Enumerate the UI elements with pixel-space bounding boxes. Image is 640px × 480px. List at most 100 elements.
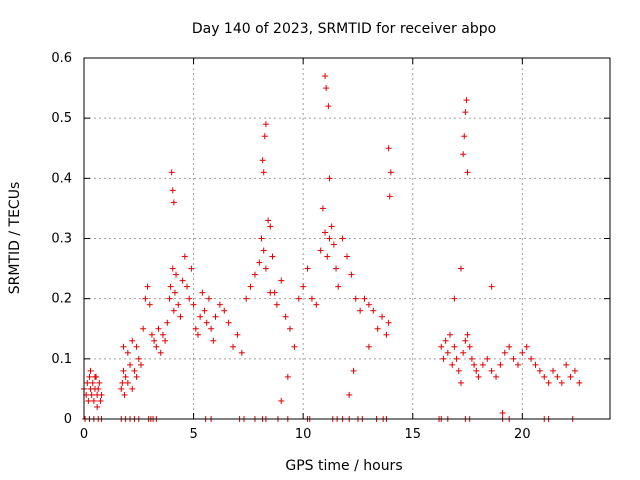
data-point bbox=[267, 223, 274, 230]
data-point bbox=[322, 73, 329, 80]
data-point bbox=[238, 349, 245, 356]
data-point bbox=[140, 325, 147, 332]
data-point bbox=[262, 121, 269, 128]
data-point bbox=[84, 379, 91, 386]
data-point bbox=[300, 283, 307, 290]
y-tick-label: 0.1 bbox=[51, 352, 72, 367]
data-point bbox=[94, 403, 101, 410]
data-point bbox=[162, 337, 169, 344]
data-point bbox=[278, 277, 285, 284]
data-point bbox=[451, 295, 458, 302]
data-point bbox=[146, 301, 153, 308]
data-point bbox=[322, 229, 329, 236]
data-point bbox=[153, 343, 160, 350]
data-point bbox=[155, 325, 162, 332]
data-point bbox=[230, 343, 237, 350]
data-point bbox=[576, 379, 583, 386]
y-tick-label: 0.4 bbox=[51, 171, 72, 186]
data-point bbox=[462, 109, 469, 116]
data-point bbox=[118, 385, 125, 392]
data-point bbox=[216, 301, 223, 308]
data-point bbox=[151, 337, 158, 344]
data-point bbox=[210, 337, 217, 344]
data-point bbox=[438, 343, 445, 350]
data-point bbox=[374, 325, 381, 332]
data-point bbox=[571, 367, 578, 374]
data-point bbox=[261, 133, 268, 140]
data-point bbox=[197, 313, 204, 320]
data-point bbox=[328, 223, 335, 230]
data-point bbox=[464, 169, 471, 176]
data-point bbox=[188, 265, 195, 272]
data-point bbox=[304, 265, 311, 272]
data-point bbox=[90, 397, 97, 404]
data-point bbox=[462, 337, 469, 344]
data-point bbox=[170, 199, 177, 206]
data-point bbox=[133, 343, 140, 350]
data-point bbox=[225, 319, 232, 326]
data-point bbox=[532, 361, 539, 368]
data-point bbox=[86, 373, 93, 380]
x-axis-label: GPS time / hours bbox=[285, 458, 402, 474]
data-point bbox=[466, 343, 473, 350]
data-point bbox=[295, 295, 302, 302]
data-point bbox=[385, 319, 392, 326]
data-point bbox=[455, 367, 462, 374]
data-point bbox=[287, 325, 294, 332]
data-point bbox=[269, 253, 276, 260]
data-point bbox=[471, 361, 478, 368]
y-tick-label: 0.2 bbox=[51, 292, 72, 307]
data-point bbox=[179, 277, 186, 284]
data-point bbox=[131, 367, 138, 374]
data-point bbox=[256, 259, 263, 266]
data-point bbox=[87, 367, 94, 374]
data-point bbox=[181, 253, 188, 260]
data-point bbox=[346, 391, 353, 398]
data-point bbox=[335, 283, 342, 290]
data-point bbox=[350, 367, 357, 374]
data-point bbox=[536, 367, 543, 374]
data-point bbox=[129, 385, 136, 392]
data-point bbox=[120, 367, 127, 374]
y-axis-label: SRMTID / TECUs bbox=[7, 182, 23, 295]
data-point bbox=[365, 301, 372, 308]
data-point bbox=[171, 289, 178, 296]
data-point bbox=[488, 367, 495, 374]
data-point bbox=[370, 307, 377, 314]
data-point bbox=[175, 301, 182, 308]
data-point bbox=[440, 355, 447, 362]
data-point bbox=[205, 295, 212, 302]
data-point bbox=[325, 103, 332, 110]
data-point bbox=[124, 379, 131, 386]
data-point bbox=[234, 331, 241, 338]
data-point bbox=[124, 349, 131, 356]
data-point bbox=[186, 295, 193, 302]
data-point bbox=[208, 325, 215, 332]
data-point bbox=[488, 283, 495, 290]
data-point bbox=[514, 361, 521, 368]
data-point bbox=[447, 331, 454, 338]
data-point bbox=[324, 253, 331, 260]
data-point bbox=[97, 397, 104, 404]
data-point bbox=[352, 295, 359, 302]
data-point bbox=[122, 373, 129, 380]
data-point bbox=[528, 355, 535, 362]
data-point bbox=[157, 349, 164, 356]
data-point bbox=[201, 307, 208, 314]
data-point bbox=[135, 355, 142, 362]
data-point bbox=[251, 271, 258, 278]
data-point bbox=[457, 265, 464, 272]
data-point bbox=[190, 301, 197, 308]
y-tick-label: 0.3 bbox=[51, 232, 72, 247]
data-point bbox=[451, 343, 458, 350]
data-point bbox=[442, 337, 449, 344]
data-point bbox=[284, 373, 291, 380]
data-point bbox=[348, 271, 355, 278]
data-point bbox=[166, 295, 173, 302]
x-tick-label: 20 bbox=[514, 427, 531, 442]
data-point bbox=[361, 295, 368, 302]
data-point bbox=[243, 295, 250, 302]
data-point bbox=[142, 295, 149, 302]
